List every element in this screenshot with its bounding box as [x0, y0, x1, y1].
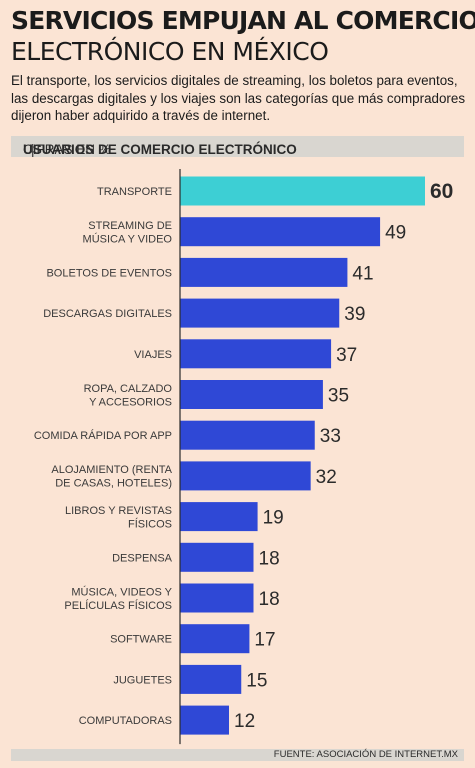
bar-value-label: 17: [254, 630, 275, 651]
chart-header-separator: |: [31, 142, 35, 157]
category-label: COMPUTADORAS: [79, 715, 172, 727]
bar: [180, 176, 425, 206]
category-label: ALOJAMIENTO (RENTA: [51, 464, 172, 476]
category-label: STREAMING DE: [88, 220, 172, 232]
category-label: FÍSICOS: [128, 517, 172, 530]
bar: [180, 664, 242, 694]
bar-value-label: 19: [263, 508, 284, 529]
category-label: JUGUETES: [113, 674, 172, 686]
category-label: DESCARGAS DIGITALES: [43, 308, 172, 320]
bar-value-label: 60: [430, 180, 453, 203]
bar: [180, 298, 340, 328]
category-label: COMIDA RÁPIDA POR APP: [34, 429, 172, 442]
chart-header-band: USUARIOS DE COMERCIO ELECTRÓNICO | CIFRAS …: [11, 136, 464, 157]
category-label: DESPENSA: [112, 552, 173, 564]
category-label: PELÍCULAS FÍSICOS: [64, 599, 172, 612]
bar: [180, 380, 323, 409]
bar: [180, 705, 229, 735]
category-label: DE CASAS, HOTELES): [55, 478, 172, 490]
title-line-2: ELECTRÓNICO EN MÉXICO: [11, 37, 329, 66]
bar-value-label: 18: [259, 589, 280, 610]
category-label: BOLETOS DE EVENTOS: [46, 267, 172, 279]
bar-value-label: 33: [320, 426, 341, 447]
bar: [180, 257, 348, 287]
footer-band: FUENTE: ASOCIACIÓN DE INTERNET.MX: [11, 749, 464, 761]
bar-value-label: 49: [385, 223, 406, 244]
bar-value-label: 41: [352, 263, 373, 284]
bar-value-label: 37: [336, 345, 357, 366]
bar: [180, 461, 311, 491]
chart-units: CIFRAS EN %: [23, 142, 111, 157]
bar: [180, 217, 381, 247]
chart-title: USUARIOS DE COMERCIO ELECTRÓNICO: [23, 142, 297, 157]
bar-value-label: 18: [259, 548, 280, 569]
bar: [180, 420, 315, 450]
bar-value-label: 12: [234, 711, 255, 732]
category-label: VIAJES: [134, 349, 172, 361]
bar: [180, 542, 254, 572]
bar-value-label: 39: [344, 304, 365, 325]
category-label: MÚSICA, VIDEOS Y: [71, 585, 172, 598]
bar: [180, 339, 332, 369]
intro-text: El transporte, los servicios digitales d…: [11, 73, 466, 123]
source-note: FUENTE: ASOCIACIÓN DE INTERNET.MX: [273, 749, 458, 760]
category-label: Y ACCESORIOS: [89, 396, 172, 408]
category-label: ROPA, CALZADO: [84, 383, 173, 395]
category-label: LIBROS Y REVISTAS: [65, 505, 172, 517]
bar-value-label: 15: [246, 670, 267, 691]
category-label: TRANSPORTE: [97, 186, 172, 198]
category-label: MÚSICA Y VIDEO: [83, 232, 173, 245]
title-line-1: SERVICIOS EMPUJAN AL COMERCIO: [11, 6, 475, 35]
bar: [180, 502, 258, 532]
bar: [180, 583, 254, 613]
bar: [180, 624, 250, 654]
bar-value-label: 35: [328, 386, 349, 407]
bar-value-label: 32: [316, 467, 337, 488]
category-label: SOFTWARE: [110, 634, 172, 646]
